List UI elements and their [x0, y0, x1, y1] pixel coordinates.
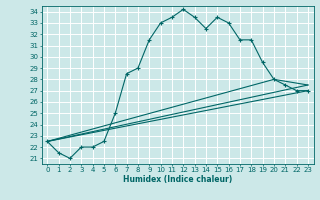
X-axis label: Humidex (Indice chaleur): Humidex (Indice chaleur): [123, 175, 232, 184]
